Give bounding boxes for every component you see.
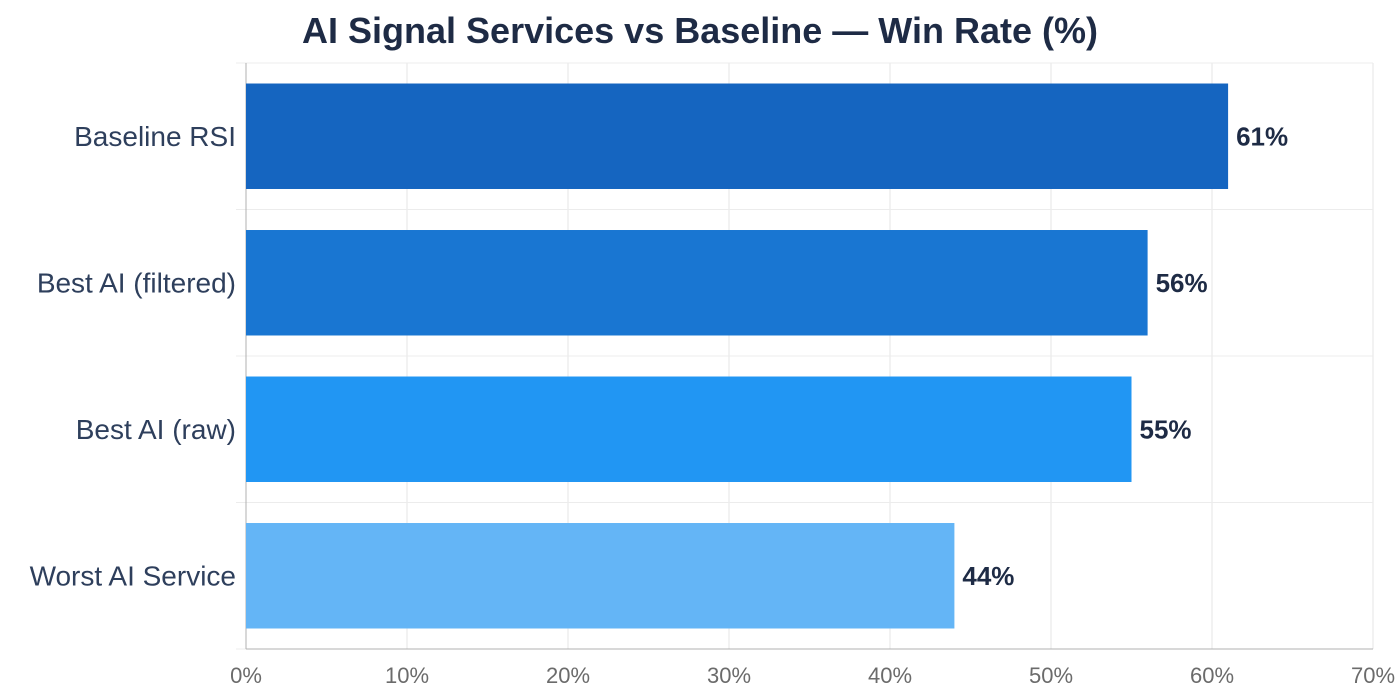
chart-title: AI Signal Services vs Baseline — Win Rat… xyxy=(302,10,1098,51)
x-tick-label: 50% xyxy=(1029,663,1073,688)
x-tick-label: 60% xyxy=(1190,663,1234,688)
bar xyxy=(246,83,1229,189)
bar xyxy=(246,230,1148,336)
x-tick-label: 10% xyxy=(385,663,429,688)
x-tick-label: 20% xyxy=(546,663,590,688)
bar xyxy=(246,523,955,629)
bar xyxy=(246,376,1132,482)
x-tick-label: 30% xyxy=(707,663,751,688)
category-label: Worst AI Service xyxy=(30,560,236,591)
category-label: Best AI (filtered) xyxy=(37,267,236,298)
category-label: Best AI (raw) xyxy=(76,414,236,445)
data-label: 56% xyxy=(1156,268,1208,298)
data-label: 55% xyxy=(1140,414,1192,444)
x-tick-label: 70% xyxy=(1351,663,1395,688)
data-label: 61% xyxy=(1236,121,1288,151)
x-tick-label: 0% xyxy=(230,663,262,688)
category-label: Baseline RSI xyxy=(74,121,236,152)
data-label: 44% xyxy=(962,561,1014,591)
x-tick-label: 40% xyxy=(868,663,912,688)
